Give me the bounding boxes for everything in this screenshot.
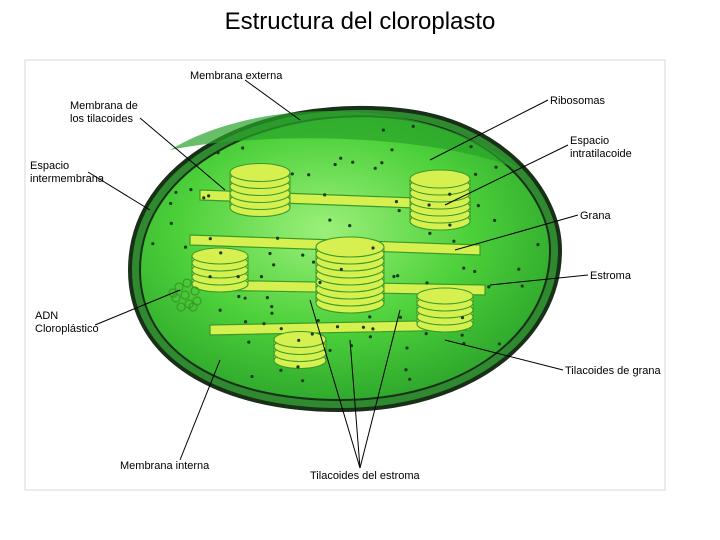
label-estroma: Estroma bbox=[590, 270, 631, 283]
label-membrana-interna: Membrana interna bbox=[120, 460, 209, 473]
label-ribosomas: Ribosomas bbox=[550, 95, 605, 108]
page-title: Estructura del cloroplasto bbox=[0, 8, 720, 36]
label-espacio-intermembrana: Espacio intermembrana bbox=[30, 160, 104, 186]
diagram-stage: Membrana externa Membrana de los tilacoi… bbox=[0, 40, 720, 540]
label-grana: Grana bbox=[580, 210, 611, 223]
label-espacio-intratilacoide: Espacio intratilacoide bbox=[570, 135, 632, 161]
label-adn: ADN Cloroplástico bbox=[35, 310, 99, 336]
label-membrana-externa: Membrana externa bbox=[190, 70, 282, 83]
label-tilacoides-estroma: Tilacoides del estroma bbox=[310, 470, 420, 483]
label-membrana-tilacoides: Membrana de los tilacoides bbox=[70, 100, 138, 126]
label-tilacoides-grana: Tilacoides de grana bbox=[565, 365, 661, 378]
